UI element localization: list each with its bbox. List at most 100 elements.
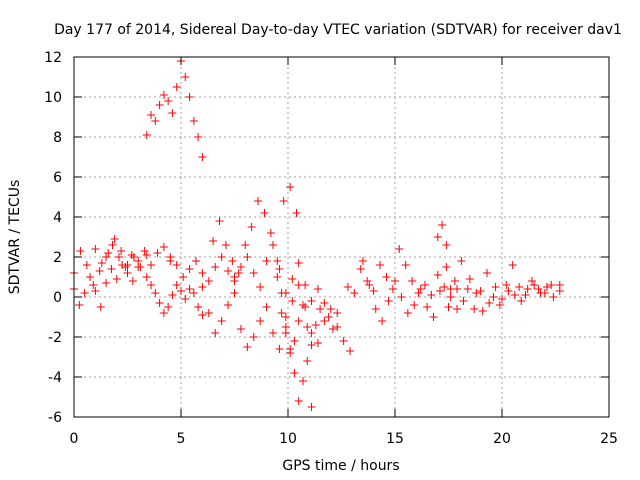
data-point — [281, 329, 290, 337]
data-point — [140, 247, 149, 255]
data-point — [256, 283, 265, 291]
data-point — [292, 209, 301, 217]
data-point — [438, 221, 447, 229]
data-point — [142, 131, 151, 139]
data-point — [307, 329, 316, 337]
axis-ticks — [73, 56, 610, 418]
data-point — [470, 305, 479, 313]
data-point — [172, 261, 181, 269]
data-point — [378, 317, 387, 325]
data-point — [198, 153, 207, 161]
y-tick-label: -6 — [48, 410, 62, 426]
data-point — [269, 241, 278, 249]
data-point — [504, 287, 513, 295]
data-point — [151, 117, 160, 125]
data-point — [179, 273, 188, 281]
data-point — [286, 349, 295, 357]
data-point — [198, 311, 207, 319]
data-point — [453, 305, 462, 313]
data-point — [243, 253, 252, 261]
data-point — [403, 309, 412, 317]
data-point — [142, 251, 151, 259]
data-point — [243, 343, 252, 351]
data-point — [172, 83, 181, 91]
data-point — [446, 293, 455, 301]
data-point — [142, 273, 151, 281]
data-point — [435, 287, 444, 295]
data-point — [465, 275, 474, 283]
data-point — [102, 279, 111, 287]
y-axis-label: SDTVAR / TECUs — [7, 180, 23, 295]
data-point — [95, 267, 104, 275]
data-point — [339, 337, 348, 345]
data-point — [301, 303, 310, 311]
data-point — [80, 289, 89, 297]
data-point — [303, 357, 312, 365]
data-point — [527, 277, 536, 285]
data-point — [211, 263, 220, 271]
data-point — [303, 323, 312, 331]
data-point — [307, 341, 316, 349]
data-point — [112, 275, 121, 283]
y-tick-label: 4 — [53, 210, 62, 226]
x-tick-label: 5 — [177, 431, 186, 447]
data-point — [288, 297, 297, 305]
data-point — [153, 249, 162, 257]
data-point — [311, 321, 320, 329]
data-point — [324, 313, 333, 321]
data-point — [230, 277, 239, 285]
data-point — [294, 397, 303, 405]
data-point — [517, 297, 526, 305]
grid — [74, 57, 609, 417]
data-point — [384, 297, 393, 305]
data-point — [450, 277, 459, 285]
data-point — [433, 233, 442, 241]
data-point — [254, 197, 263, 205]
data-point — [164, 303, 173, 311]
data-point — [275, 265, 284, 273]
data-point — [279, 197, 288, 205]
data-point — [224, 267, 233, 275]
data-point — [446, 285, 455, 293]
data-point — [313, 285, 322, 293]
data-point — [123, 261, 132, 269]
data-point — [427, 291, 436, 299]
data-point — [489, 293, 498, 301]
data-point — [301, 281, 310, 289]
data-point — [521, 291, 530, 299]
data-point — [172, 281, 181, 289]
data-point — [530, 281, 539, 289]
data-point — [420, 281, 429, 289]
data-point — [136, 263, 145, 271]
data-point — [414, 289, 423, 297]
data-point — [273, 257, 282, 265]
y-tick-label: -4 — [48, 370, 62, 386]
data-point — [266, 229, 275, 237]
data-point — [104, 249, 113, 257]
data-point — [198, 283, 207, 291]
data-point — [189, 289, 198, 297]
y-tick-label: 2 — [53, 250, 62, 266]
data-point — [288, 275, 297, 283]
x-tick-label: 20 — [493, 431, 511, 447]
data-point — [217, 317, 226, 325]
data-point — [177, 287, 185, 295]
data-point — [189, 117, 198, 125]
data-point — [416, 285, 425, 293]
data-point — [485, 299, 494, 307]
y-tick-label: 0 — [53, 290, 62, 306]
data-point — [129, 253, 138, 261]
data-point — [391, 277, 399, 285]
data-point — [316, 305, 325, 313]
data-point — [168, 291, 177, 299]
data-point — [515, 283, 524, 291]
data-point — [459, 297, 468, 305]
data-point — [159, 91, 168, 99]
data-point — [478, 307, 487, 315]
x-tick-label: 10 — [279, 431, 297, 447]
data-point — [277, 289, 286, 297]
data-point — [433, 271, 442, 279]
data-point — [249, 333, 258, 341]
data-point — [356, 265, 365, 273]
data-point — [333, 323, 342, 331]
